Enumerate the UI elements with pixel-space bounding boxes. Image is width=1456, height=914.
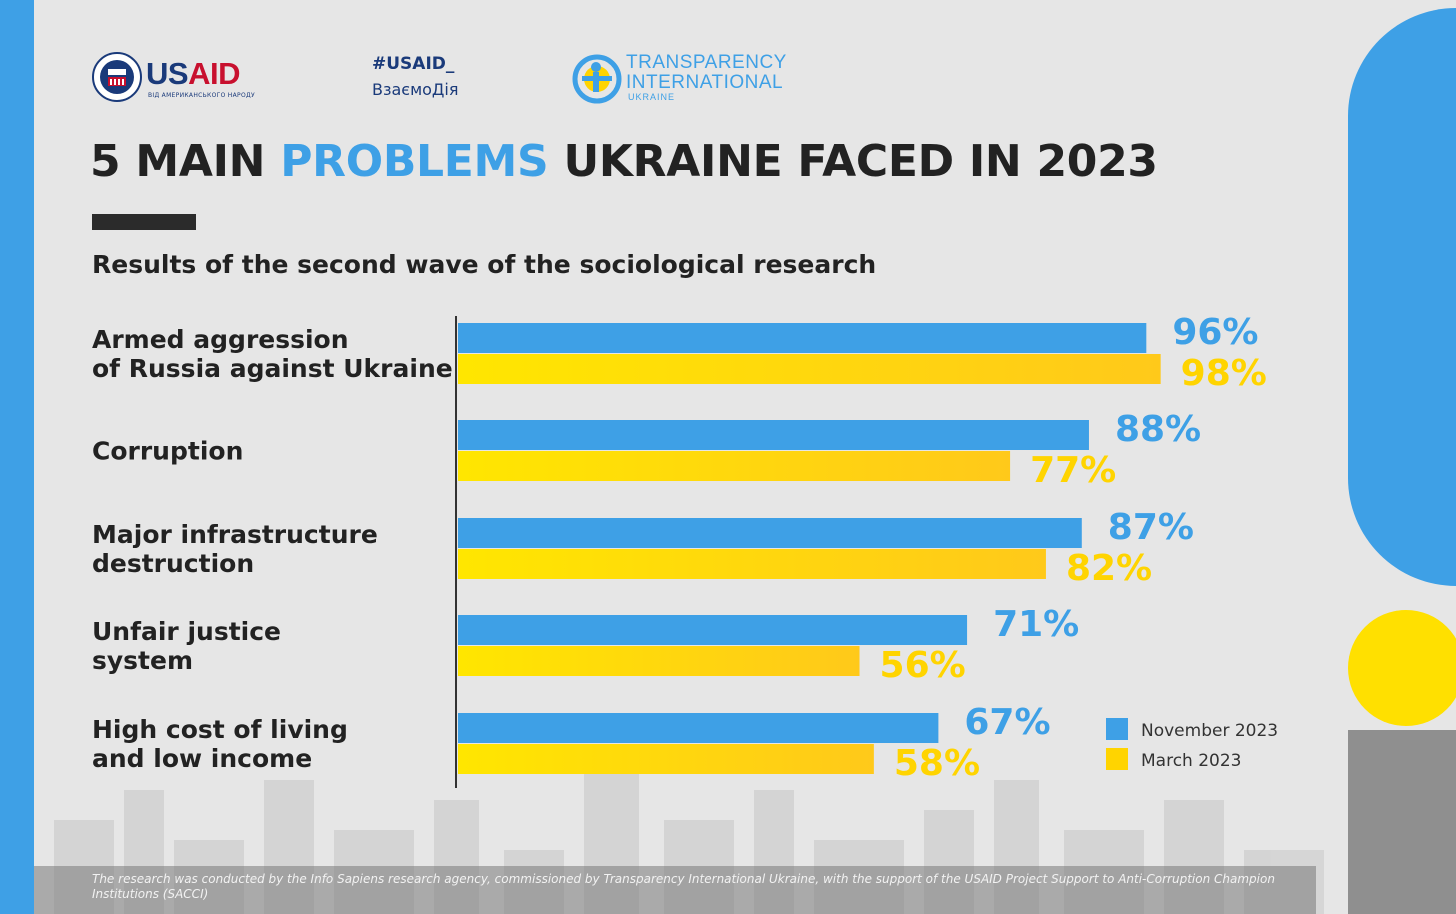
data-label: 82% [1066, 548, 1152, 589]
data-label: 96% [1172, 312, 1258, 353]
usaid-seal-icon [92, 52, 142, 102]
right-gray-block [1348, 730, 1456, 914]
bar-november-2023 [458, 420, 1089, 450]
page-title: 5 MAIN PROBLEMS UKRAINE FACED IN 2023 [90, 136, 1158, 187]
usaid-vzaemodia-logo: #USAID_ ВзаємоДія [372, 54, 482, 104]
right-yellow-circle [1348, 610, 1456, 726]
data-label: 56% [880, 645, 966, 686]
bar-november-2023 [458, 713, 939, 743]
ti-figure-icon [572, 54, 622, 104]
legend-swatch [1106, 718, 1128, 740]
category-label: High cost of living and low income [92, 715, 348, 773]
usaid-tagline: ВІД АМЕРИКАНСЬКОГО НАРОДУ [148, 92, 255, 99]
bar-march-2023 [458, 744, 874, 774]
bar-november-2023 [458, 615, 968, 645]
hashtag-line-2: ВзаємоДія [372, 80, 459, 99]
title-underline-bar [92, 214, 196, 230]
bar-march-2023 [458, 646, 860, 676]
usaid-logo: USAID ВІД АМЕРИКАНСЬКОГО НАРОДУ [92, 52, 272, 108]
bar-november-2023 [458, 518, 1082, 548]
left-accent-stripe [0, 0, 34, 914]
data-label: 77% [1030, 450, 1116, 491]
ti-line-3: UKRAINE [628, 92, 676, 102]
usaid-wordmark: USAID [146, 56, 240, 91]
category-label: Unfair justice system [92, 617, 281, 675]
category-label: Major infrastructure destruction [92, 520, 378, 578]
data-label: 88% [1115, 409, 1201, 450]
title-part-2: UKRAINE FACED IN 2023 [548, 136, 1158, 187]
category-label: Armed aggression of Russia against Ukrain… [92, 325, 453, 383]
footer-band [34, 866, 1316, 914]
data-label: 71% [993, 604, 1079, 645]
bar-march-2023 [458, 354, 1161, 384]
legend-swatch [1106, 748, 1128, 770]
ti-line-2: INTERNATIONAL [626, 72, 784, 93]
data-label: 98% [1181, 353, 1267, 394]
footer-note: The research was conducted by the Info S… [92, 872, 1275, 901]
data-label: 58% [894, 743, 980, 784]
category-label: Corruption [92, 437, 243, 466]
hashtag-line-1: #USAID_ [372, 54, 455, 74]
subtitle: Results of the second wave of the sociol… [92, 250, 877, 279]
ti-line-1: TRANSPARENCY [626, 52, 787, 73]
data-label: 67% [964, 702, 1050, 743]
right-blue-shape [1348, 8, 1456, 586]
bar-march-2023 [458, 549, 1046, 579]
transparency-international-logo: TRANSPARENCY INTERNATIONAL UKRAINE [572, 52, 802, 108]
title-highlight: PROBLEMS [280, 136, 549, 187]
data-label: 87% [1108, 507, 1194, 548]
legend-label: November 2023 [1141, 721, 1278, 741]
legend-label: March 2023 [1141, 751, 1242, 771]
title-part-1: 5 MAIN [90, 136, 281, 187]
bar-november-2023 [458, 323, 1147, 353]
bar-march-2023 [458, 451, 1011, 481]
